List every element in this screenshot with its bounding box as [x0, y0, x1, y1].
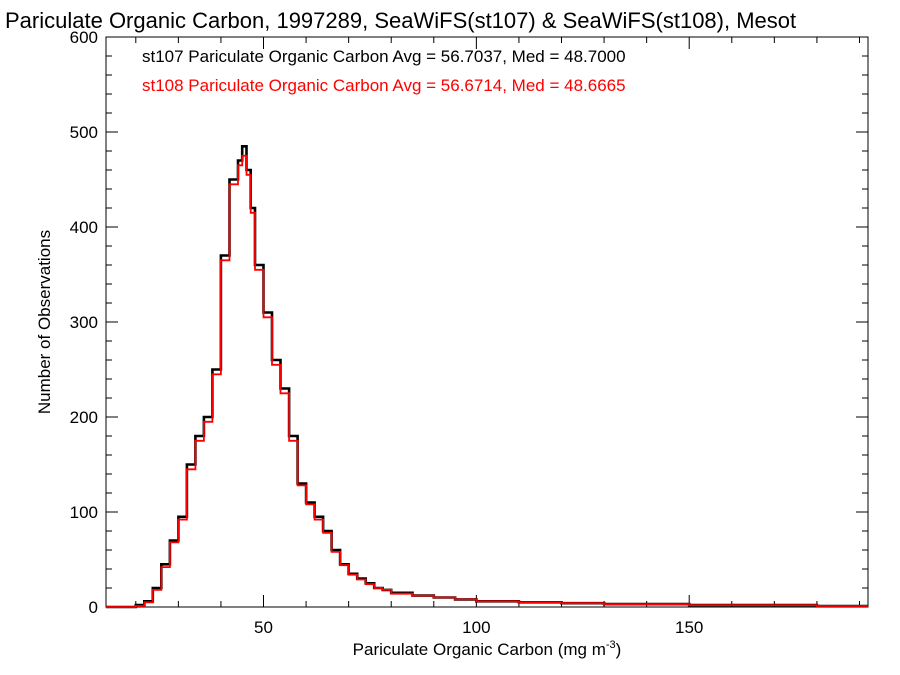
legend-entry-st108: st108 Pariculate Organic Carbon Avg = 56…: [142, 76, 626, 95]
x-axis-label-end: ): [616, 640, 622, 659]
chart-title: Pariculate Organic Carbon, 1997289, SeaW…: [5, 8, 796, 33]
y-tick-label: 300: [70, 313, 98, 332]
x-tick-label: 50: [254, 618, 273, 637]
legend-entry-st107: st107 Pariculate Organic Carbon Avg = 56…: [142, 47, 626, 66]
y-axis-label: Number of Observations: [35, 230, 54, 414]
y-tick-label: 400: [70, 218, 98, 237]
x-tick-label: 150: [675, 618, 703, 637]
x-axis-label-text: Pariculate Organic Carbon (mg m: [353, 640, 606, 659]
y-tick-label: 600: [70, 28, 98, 47]
axis-tick-labels: 50 100 150 0 100 200 300 400 500 600: [70, 28, 704, 637]
series-line-st107: [106, 145, 868, 609]
x-axis-label: Pariculate Organic Carbon (mg m-3): [353, 639, 622, 659]
data-series: [106, 145, 868, 609]
series-line-st108: [106, 154, 868, 608]
y-tick-label: 500: [70, 123, 98, 142]
x-axis-label-superscript: -3: [606, 639, 616, 651]
y-tick-label: 200: [70, 408, 98, 427]
y-tick-label: 0: [89, 598, 98, 617]
x-tick-label: 100: [462, 618, 490, 637]
y-tick-label: 100: [70, 503, 98, 522]
